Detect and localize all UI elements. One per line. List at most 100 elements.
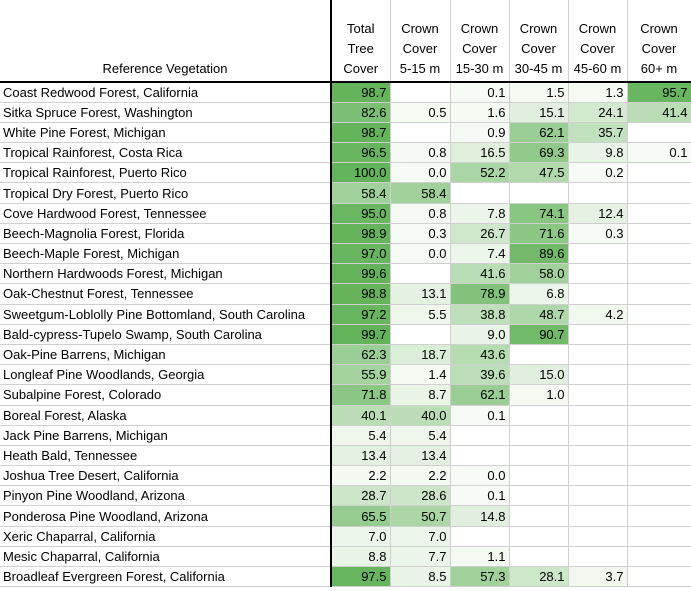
value-cell-crown-cover-60-plus bbox=[627, 203, 691, 224]
value-cell-crown-cover-30-45 bbox=[509, 526, 569, 547]
value-cell-crown-cover-15-30: 7.4 bbox=[450, 243, 510, 265]
value-cell-crown-cover-45-60 bbox=[568, 505, 628, 527]
value-cell-crown-cover-30-45: 47.5 bbox=[509, 162, 569, 184]
value-cell-crown-cover-15-30: 0.0 bbox=[450, 465, 510, 487]
value-cell-crown-cover-60-plus bbox=[627, 546, 691, 568]
value-cell-crown-cover-15-30: 0.9 bbox=[450, 122, 510, 144]
column-header-line: Crown bbox=[578, 21, 617, 36]
vegetation-name-cell: Tropical Dry Forest, Puerto Rico bbox=[0, 182, 332, 204]
value-cell-total-tree-cover: 7.0 bbox=[331, 526, 391, 547]
value-cell-crown-cover-30-45: 69.3 bbox=[509, 142, 569, 164]
value-cell-crown-cover-45-60: 0.3 bbox=[568, 223, 628, 245]
column-header-line: Cover bbox=[402, 41, 438, 56]
value-cell-crown-cover-30-45: 89.6 bbox=[509, 243, 569, 265]
column-header-line: Cover bbox=[580, 41, 615, 56]
vegetation-name-cell: Ponderosa Pine Woodland, Arizona bbox=[0, 505, 332, 527]
table-row: Northern Hardwoods Forest, Michigan 99.6 4… bbox=[0, 263, 691, 285]
column-header-crown-cover-60-plus: Crown Cover 60+ m bbox=[627, 0, 691, 82]
value-cell-crown-cover-5-15: 7.7 bbox=[390, 546, 451, 568]
table-row: Tropical Dry Forest, Puerto Rico 58.4 58.4 bbox=[0, 182, 691, 204]
table-row: Joshua Tree Desert, California 2.2 2.2 0.0 bbox=[0, 465, 691, 487]
value-cell-crown-cover-60-plus bbox=[627, 485, 691, 507]
value-cell-crown-cover-45-60: 4.2 bbox=[568, 304, 628, 325]
value-cell-crown-cover-60-plus bbox=[627, 122, 691, 144]
value-cell-total-tree-cover: 55.9 bbox=[331, 364, 391, 386]
column-header-line: Cover bbox=[641, 41, 677, 56]
table-body: Coast Redwood Forest, California 98.7 0.1 1… bbox=[0, 82, 691, 588]
vegetation-name-cell: Oak-Chestnut Forest, Tennessee bbox=[0, 283, 332, 305]
value-cell-crown-cover-5-15: 8.5 bbox=[390, 566, 451, 588]
vegetation-name-cell: White Pine Forest, Michigan bbox=[0, 122, 332, 144]
value-cell-crown-cover-60-plus bbox=[627, 304, 691, 325]
value-cell-crown-cover-45-60 bbox=[568, 465, 628, 487]
table-row: Bald-cypress-Tupelo Swamp, South Carolin… bbox=[0, 324, 691, 345]
table-row: Oak-Chestnut Forest, Tennessee 98.8 13.1 78… bbox=[0, 283, 691, 305]
vegetation-name-cell: Beech-Magnolia Forest, Florida bbox=[0, 223, 332, 245]
value-cell-crown-cover-15-30 bbox=[450, 182, 510, 204]
value-cell-total-tree-cover: 98.7 bbox=[331, 122, 391, 144]
column-header-line: 5-15 m bbox=[399, 61, 441, 76]
value-cell-crown-cover-45-60 bbox=[568, 526, 628, 547]
table-row: Longleaf Pine Woodlands, Georgia 55.9 1.4 3… bbox=[0, 364, 691, 386]
table-row: Sitka Spruce Forest, Washington 82.6 0.5 1.… bbox=[0, 102, 691, 123]
column-header-crown-cover-45-60: Crown Cover 45-60 m bbox=[568, 0, 628, 82]
value-cell-crown-cover-5-15: 0.5 bbox=[390, 102, 451, 123]
value-cell-total-tree-cover: 65.5 bbox=[331, 505, 391, 527]
value-cell-crown-cover-15-30: 62.1 bbox=[450, 384, 510, 406]
value-cell-crown-cover-5-15: 0.3 bbox=[390, 223, 451, 245]
value-cell-crown-cover-30-45: 71.6 bbox=[509, 223, 569, 245]
value-cell-crown-cover-5-15: 5.4 bbox=[390, 425, 451, 446]
value-cell-total-tree-cover: 58.4 bbox=[331, 182, 391, 204]
value-cell-crown-cover-45-60 bbox=[568, 425, 628, 446]
value-cell-crown-cover-5-15: 7.0 bbox=[390, 526, 451, 547]
value-cell-crown-cover-15-30: 38.8 bbox=[450, 304, 510, 325]
value-cell-crown-cover-45-60: 3.7 bbox=[568, 566, 628, 588]
value-cell-crown-cover-60-plus bbox=[627, 526, 691, 547]
value-cell-crown-cover-45-60 bbox=[568, 364, 628, 386]
value-cell-crown-cover-15-30 bbox=[450, 445, 510, 467]
value-cell-crown-cover-15-30: 78.9 bbox=[450, 283, 510, 305]
vegetation-name-cell: Beech-Maple Forest, Michigan bbox=[0, 243, 332, 265]
value-cell-crown-cover-5-15: 28.6 bbox=[390, 485, 451, 507]
value-cell-crown-cover-5-15 bbox=[390, 82, 451, 103]
value-cell-crown-cover-45-60 bbox=[568, 283, 628, 305]
table-row: Coast Redwood Forest, California 98.7 0.1 1… bbox=[0, 82, 691, 103]
vegetation-name-cell: Longleaf Pine Woodlands, Georgia bbox=[0, 364, 332, 386]
value-cell-total-tree-cover: 96.5 bbox=[331, 142, 391, 164]
value-cell-total-tree-cover: 97.0 bbox=[331, 243, 391, 265]
value-cell-crown-cover-45-60: 24.1 bbox=[568, 102, 628, 123]
value-cell-crown-cover-15-30: 0.1 bbox=[450, 485, 510, 507]
value-cell-crown-cover-5-15: 2.2 bbox=[390, 465, 451, 487]
table-row: Oak-Pine Barrens, Michigan 62.3 18.7 43.6 bbox=[0, 344, 691, 366]
value-cell-crown-cover-45-60 bbox=[568, 243, 628, 265]
table-row: Boreal Forest, Alaska 40.1 40.0 0.1 bbox=[0, 405, 691, 426]
value-cell-crown-cover-5-15: 0.8 bbox=[390, 142, 451, 164]
value-cell-crown-cover-60-plus bbox=[627, 344, 691, 366]
column-header-line: Crown bbox=[640, 21, 678, 36]
value-cell-crown-cover-60-plus bbox=[627, 505, 691, 527]
value-cell-crown-cover-30-45 bbox=[509, 445, 569, 467]
vegetation-name-cell: Oak-Pine Barrens, Michigan bbox=[0, 344, 332, 366]
table-row: Tropical Rainforest, Costa Rica 96.5 0.8 16… bbox=[0, 142, 691, 164]
vegetation-name-cell: Mesic Chaparral, California bbox=[0, 546, 332, 568]
vegetation-name-cell: Heath Bald, Tennessee bbox=[0, 445, 332, 467]
value-cell-crown-cover-45-60: 0.2 bbox=[568, 162, 628, 184]
value-cell-crown-cover-60-plus bbox=[627, 223, 691, 245]
value-cell-crown-cover-15-30: 1.1 bbox=[450, 546, 510, 568]
table-row: Heath Bald, Tennessee 13.4 13.4 bbox=[0, 445, 691, 467]
vegetation-name-cell: Boreal Forest, Alaska bbox=[0, 405, 332, 426]
table-row: Pinyon Pine Woodland, Arizona 28.7 28.6 0.1 bbox=[0, 485, 691, 507]
value-cell-crown-cover-5-15 bbox=[390, 263, 451, 285]
table-row: Subalpine Forest, Colorado 71.8 8.7 62.1 1.0 bbox=[0, 384, 691, 406]
value-cell-crown-cover-5-15: 0.8 bbox=[390, 203, 451, 224]
column-header-crown-cover-5-15: Crown Cover 5-15 m bbox=[390, 0, 451, 82]
value-cell-crown-cover-45-60 bbox=[568, 405, 628, 426]
value-cell-crown-cover-30-45 bbox=[509, 425, 569, 446]
value-cell-crown-cover-5-15: 13.1 bbox=[390, 283, 451, 305]
value-cell-crown-cover-30-45: 58.0 bbox=[509, 263, 569, 285]
value-cell-crown-cover-30-45: 48.7 bbox=[509, 304, 569, 325]
value-cell-crown-cover-30-45: 62.1 bbox=[509, 122, 569, 144]
value-cell-crown-cover-60-plus bbox=[627, 182, 691, 204]
value-cell-crown-cover-15-30: 7.8 bbox=[450, 203, 510, 224]
vegetation-name-cell: Sweetgum-Loblolly Pine Bottomland, South… bbox=[0, 304, 332, 325]
